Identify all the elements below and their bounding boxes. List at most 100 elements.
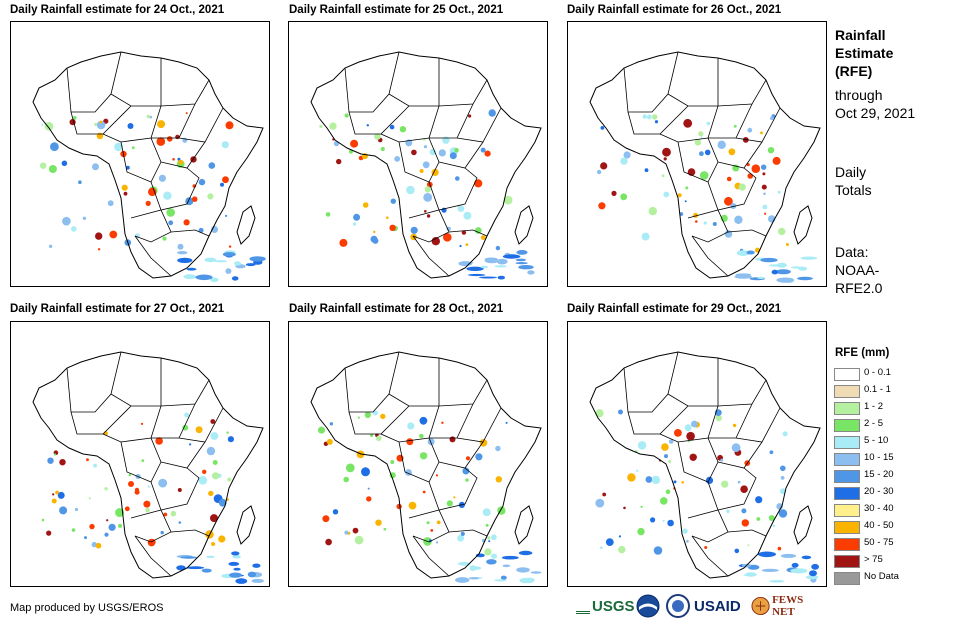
rainfall-cell bbox=[663, 191, 670, 198]
rainfall-cell bbox=[515, 262, 528, 265]
country-border bbox=[448, 529, 488, 537]
rainfall-cell bbox=[441, 421, 444, 424]
country-border bbox=[66, 51, 122, 113]
africa-map-svg bbox=[310, 351, 542, 584]
rainfall-cell bbox=[457, 561, 471, 566]
legend-label: 15 - 20 bbox=[864, 469, 894, 480]
rainfall-cell bbox=[728, 148, 736, 156]
rainfall-cell bbox=[762, 204, 768, 210]
rainfall-cell bbox=[772, 524, 776, 528]
country-border bbox=[120, 437, 162, 483]
rainfall-cell bbox=[745, 572, 757, 577]
rainfall-cell bbox=[516, 250, 528, 255]
rainfall-cell bbox=[175, 134, 180, 140]
africa-coastline bbox=[589, 51, 821, 279]
rainfall-cell bbox=[235, 578, 248, 584]
rainfall-cell bbox=[329, 422, 334, 426]
rainfall-cell bbox=[600, 126, 605, 130]
africa-coastline bbox=[32, 351, 264, 579]
rainfall-cell bbox=[99, 120, 103, 124]
rainfall-cell bbox=[319, 124, 323, 128]
rainfall-cell bbox=[366, 496, 372, 502]
country-border bbox=[70, 405, 132, 435]
rainfall-cell bbox=[497, 275, 505, 280]
rainfall-cell bbox=[734, 215, 743, 224]
rainfall-cell bbox=[410, 226, 418, 234]
rainfall-cell bbox=[772, 156, 781, 165]
rainfall-cell bbox=[461, 230, 467, 235]
rainfall-cell bbox=[48, 244, 53, 248]
rainfall-cell bbox=[134, 487, 140, 492]
rainfall-cell bbox=[177, 488, 182, 492]
rainfall-cell bbox=[41, 123, 44, 126]
country-border bbox=[727, 529, 767, 537]
rainfall-cell bbox=[764, 212, 767, 215]
rainfall-cell bbox=[318, 426, 325, 434]
panel-title-oct25: Daily Rainfall estimate for 25 Oct., 202… bbox=[289, 4, 504, 16]
legend-label: 5 - 10 bbox=[864, 435, 889, 446]
rainfall-cell bbox=[699, 171, 709, 180]
dhs-seal-logo bbox=[666, 593, 690, 619]
rainfall-cell bbox=[44, 121, 54, 131]
rainfall-cell bbox=[394, 156, 401, 162]
rainfall-cell bbox=[495, 445, 501, 452]
rainfall-cell bbox=[706, 121, 711, 126]
rainfall-cell bbox=[681, 481, 684, 484]
rainfall-cell bbox=[214, 260, 227, 263]
rainfall-cell bbox=[185, 112, 188, 115]
rainfall-cell bbox=[715, 414, 722, 422]
madagascar-outline bbox=[793, 205, 813, 245]
rainfall-cell bbox=[210, 277, 219, 283]
rainfall-cell bbox=[367, 487, 370, 490]
rainfall-cell bbox=[390, 198, 396, 204]
country-border bbox=[627, 405, 689, 435]
legend-swatch bbox=[834, 470, 860, 483]
rainfall-cell bbox=[636, 469, 639, 472]
rainfall-cell bbox=[370, 235, 378, 243]
rainfall-cell bbox=[362, 202, 369, 208]
country-border bbox=[170, 529, 210, 537]
rainfall-cell bbox=[654, 120, 659, 124]
country-border bbox=[707, 467, 757, 511]
rainfall-cell bbox=[380, 413, 386, 420]
rainfall-cell bbox=[399, 126, 407, 133]
rainfall-cell bbox=[107, 200, 114, 207]
country-border bbox=[667, 358, 719, 407]
rainfall-cell bbox=[374, 133, 381, 140]
rainfall-cell bbox=[231, 551, 240, 556]
rainfall-cell bbox=[177, 251, 188, 255]
rainfall-cell bbox=[202, 469, 207, 474]
rainfall-cell bbox=[71, 528, 76, 532]
rainfall-cell bbox=[210, 419, 216, 424]
rainfall-cell bbox=[220, 182, 224, 187]
country-border bbox=[627, 105, 689, 135]
rainfall-cell bbox=[763, 192, 766, 196]
rainfall-cell bbox=[699, 151, 704, 157]
rainfall-cell bbox=[73, 116, 77, 120]
rainfall-cell bbox=[730, 203, 737, 209]
rainfall-cell bbox=[790, 568, 808, 574]
rainfall-cell bbox=[234, 261, 242, 266]
rainfall-cell bbox=[207, 193, 214, 200]
rainfall-cell bbox=[465, 478, 469, 482]
legend-label: 10 - 15 bbox=[864, 452, 894, 463]
rainfall-cell bbox=[474, 179, 483, 188]
rainfall-cell bbox=[530, 571, 542, 574]
rainfall-cell bbox=[741, 519, 749, 527]
rainfall-cell bbox=[51, 498, 57, 504]
country-border bbox=[429, 403, 474, 439]
rainfall-cell bbox=[166, 208, 175, 217]
country-border bbox=[717, 379, 767, 407]
rainfall-cell bbox=[482, 508, 491, 517]
rainfall-cell bbox=[89, 523, 95, 530]
rainfall-map-oct29 bbox=[567, 321, 827, 587]
country-border bbox=[160, 441, 206, 469]
rainfall-cell bbox=[141, 459, 145, 463]
rainfall-cell bbox=[339, 238, 348, 247]
rainfall-cell bbox=[724, 196, 733, 206]
rainfall-cell bbox=[211, 542, 216, 546]
rainfall-cell bbox=[353, 222, 357, 226]
rainfall-cell bbox=[618, 409, 623, 415]
rainfall-cell bbox=[726, 509, 730, 514]
rainfall-cell bbox=[762, 172, 766, 176]
